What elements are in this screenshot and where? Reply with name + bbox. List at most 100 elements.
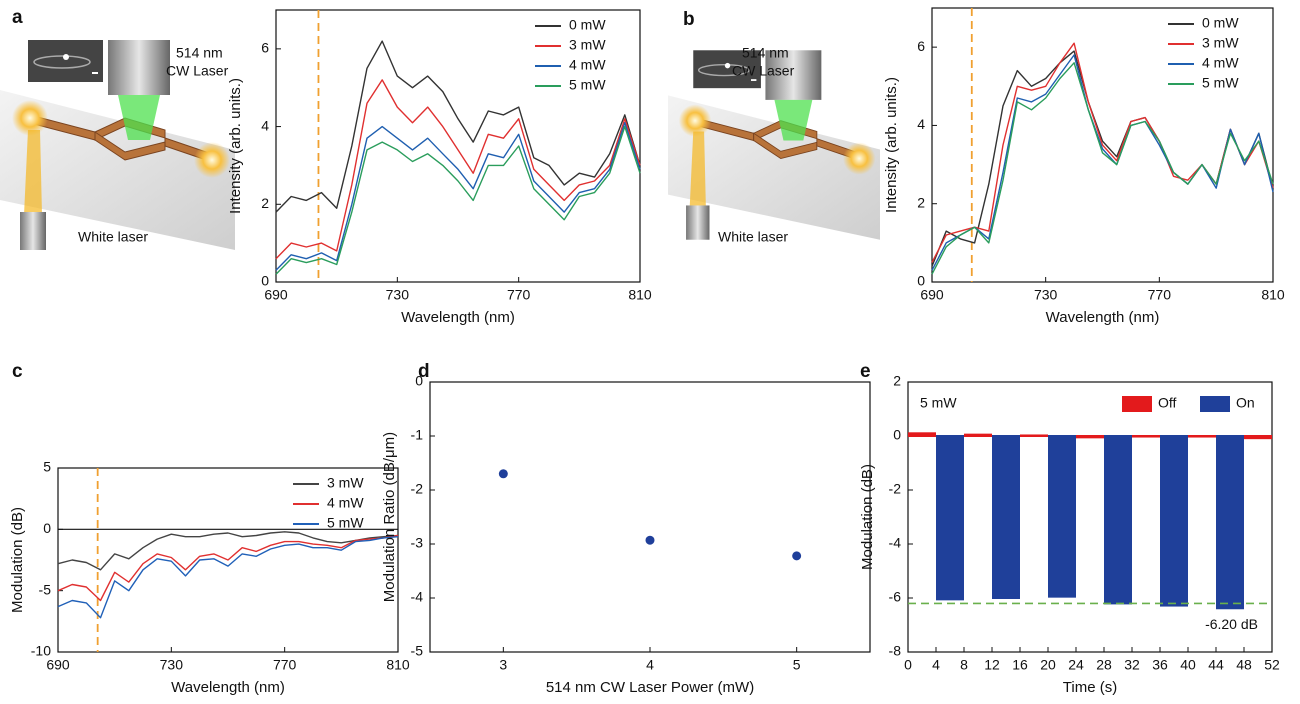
y-tick-label: -2 (411, 481, 424, 497)
series-line (275, 125, 641, 275)
x-tick-label: 690 (920, 287, 944, 303)
x-tick-label: 770 (1148, 287, 1172, 303)
y-tick-label: 6 (261, 40, 269, 56)
x-tick-label: 690 (264, 287, 288, 303)
x-axis-label: Wavelength (nm) (171, 679, 285, 696)
bar (908, 432, 936, 437)
y-axis-label: Modulation Ratio (dB/μm) (381, 432, 398, 602)
x-tick-label: 810 (386, 657, 410, 673)
bar (1160, 435, 1188, 607)
panel-letter: c (12, 361, 23, 382)
x-tick-label: 4 (932, 657, 940, 673)
x-tick-label: 36 (1152, 657, 1168, 673)
x-tick-label: 32 (1124, 657, 1140, 673)
x-tick-label: 16 (1012, 657, 1028, 673)
series-line (931, 62, 1274, 275)
y-tick-label: 0 (261, 273, 269, 289)
legend-label: 5 mW (1202, 75, 1239, 91)
panel-letter: b (683, 9, 695, 30)
bar (1132, 435, 1160, 438)
legend-label: 4 mW (327, 495, 364, 511)
x-tick-label: 690 (46, 657, 70, 673)
laser-label: CW Laser (166, 63, 229, 79)
legend-label: 5 mW (569, 77, 606, 93)
legend-label: On (1236, 395, 1255, 411)
x-tick-label: 8 (960, 657, 968, 673)
legend-swatch (1200, 396, 1230, 412)
series-line (275, 122, 641, 271)
x-tick-label: 3 (499, 657, 507, 673)
y-tick-label: -5 (411, 643, 424, 659)
y-tick-label: -2 (889, 481, 902, 497)
legend-label: 5 mW (327, 515, 364, 531)
y-axis-label: Modulation (dB) (859, 464, 876, 570)
y-tick-label: 2 (261, 195, 269, 211)
x-tick-label: 770 (273, 657, 297, 673)
bar (1020, 434, 1048, 437)
bar (964, 433, 992, 437)
bar (1216, 435, 1244, 610)
legend-label: 3 mW (327, 475, 364, 491)
bar (936, 435, 964, 601)
white-laser-label: White laser (78, 229, 148, 245)
legend-label: 0 mW (1202, 15, 1239, 31)
legend-label: Off (1158, 395, 1177, 411)
x-tick-label: 20 (1040, 657, 1056, 673)
plot-frame (429, 381, 871, 653)
bar (1076, 435, 1104, 439)
legend-swatch (1122, 396, 1152, 412)
x-tick-label: 5 (793, 657, 801, 673)
y-tick-label: 0 (415, 373, 423, 389)
series-line (57, 534, 399, 602)
x-tick-label: 12 (984, 657, 1000, 673)
x-tick-label: 48 (1236, 657, 1252, 673)
bar (992, 435, 1020, 599)
x-tick-label: 810 (1261, 287, 1285, 303)
x-axis-label: Wavelength (nm) (401, 309, 515, 326)
white-laser-label: White laser (718, 229, 788, 245)
y-tick-label: 2 (893, 373, 901, 389)
x-tick-label: 28 (1096, 657, 1112, 673)
y-tick-label: -8 (889, 643, 902, 659)
point (645, 535, 655, 545)
x-tick-label: 52 (1264, 657, 1280, 673)
panel-letter: e (860, 361, 871, 382)
bar (1244, 435, 1272, 440)
laser-label: CW Laser (732, 63, 795, 79)
reference-label: -6.20 dB (1205, 616, 1258, 632)
series-line (275, 40, 641, 213)
y-tick-label: 0 (893, 427, 901, 443)
y-axis-label: Modulation (dB) (9, 507, 26, 613)
legend-label: 4 mW (1202, 55, 1239, 71)
series-line (931, 54, 1274, 271)
series-line (275, 79, 641, 260)
plot-frame (907, 381, 1273, 653)
y-tick-label: -4 (411, 589, 424, 605)
y-tick-label: 0 (917, 273, 925, 289)
x-tick-label: 810 (628, 287, 652, 303)
y-axis-label: Intensity (arb. units.) (227, 78, 244, 214)
x-tick-label: 730 (160, 657, 184, 673)
y-tick-label: -6 (889, 589, 902, 605)
x-tick-label: 0 (904, 657, 912, 673)
legend-label: 0 mW (569, 17, 606, 33)
x-axis-label: Time (s) (1063, 679, 1117, 696)
y-tick-label: -3 (411, 535, 424, 551)
x-tick-label: 730 (1034, 287, 1058, 303)
series-line (57, 531, 399, 571)
legend-label: 3 mW (569, 37, 606, 53)
x-tick-label: 730 (386, 287, 410, 303)
panel-letter: d (418, 361, 430, 382)
bar (1188, 435, 1216, 438)
y-tick-label: -5 (39, 581, 52, 597)
x-axis-label: Wavelength (nm) (1046, 309, 1160, 326)
y-tick-label: 6 (917, 38, 925, 54)
plot-frame (57, 467, 399, 653)
y-tick-label: 4 (261, 117, 269, 133)
laser-label: 514 nm (176, 45, 223, 61)
bar (1104, 435, 1132, 605)
x-tick-label: 44 (1208, 657, 1224, 673)
annotation: 5 mW (920, 395, 957, 411)
